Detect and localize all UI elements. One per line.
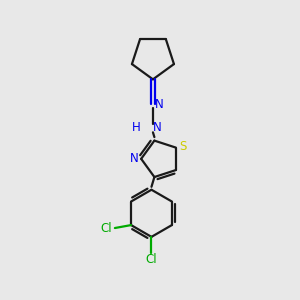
Text: N: N (153, 122, 162, 134)
Text: Cl: Cl (146, 253, 157, 266)
Text: H: H (132, 122, 141, 134)
Text: S: S (179, 140, 187, 153)
Text: N: N (155, 98, 164, 111)
Text: N: N (130, 152, 139, 165)
Text: Cl: Cl (100, 221, 112, 235)
